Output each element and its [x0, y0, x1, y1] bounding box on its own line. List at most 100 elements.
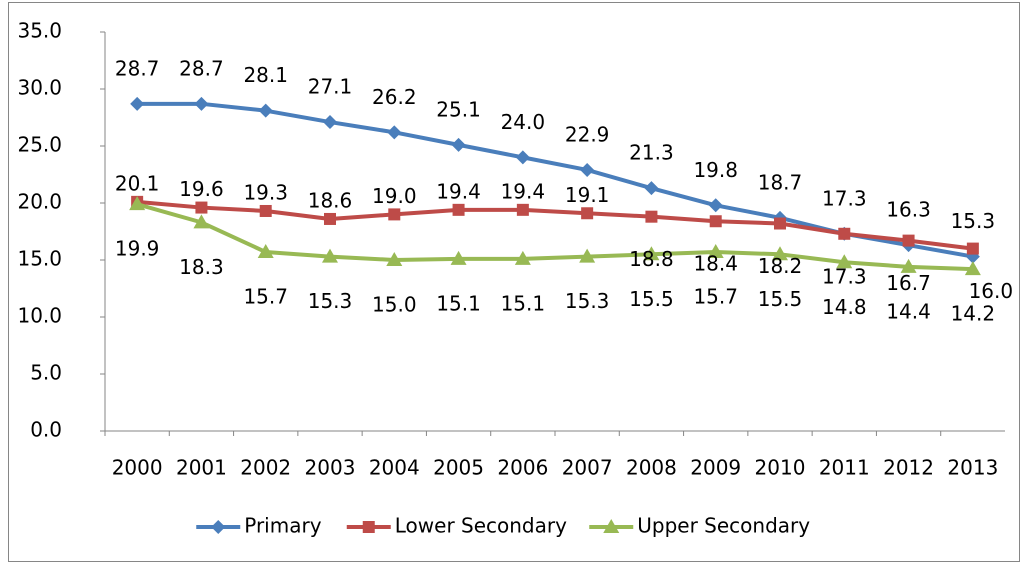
data-label: 19.6 — [179, 177, 224, 201]
series-line — [136, 199, 974, 251]
data-point — [645, 210, 658, 223]
y-tick-label: 10.0 — [17, 304, 62, 328]
data-point — [386, 252, 403, 266]
x-tick-label: 2003 — [305, 456, 356, 480]
y-tick-label: 0.0 — [30, 418, 62, 442]
data-label: 18.3 — [179, 255, 224, 279]
data-point — [966, 242, 979, 255]
x-tick-label: 2007 — [562, 456, 613, 480]
data-label: 18.4 — [693, 252, 738, 276]
x-tick-label: 2013 — [947, 456, 998, 480]
y-tick-label: 25.0 — [17, 133, 62, 157]
x-tick-label: 2008 — [626, 456, 677, 480]
data-label: 18.2 — [758, 254, 803, 278]
data-label: 15.5 — [758, 287, 803, 311]
data-point — [129, 196, 146, 211]
data-point — [838, 227, 851, 240]
data-point — [322, 248, 338, 263]
data-label: 26.2 — [372, 85, 417, 109]
data-label: 19.0 — [372, 184, 417, 208]
y-tick-label: 35.0 — [17, 19, 62, 43]
data-point — [643, 246, 660, 261]
x-tick-label: 2010 — [755, 456, 806, 480]
data-point — [258, 103, 273, 118]
data-label: 16.3 — [886, 198, 931, 222]
data-label: 19.1 — [565, 183, 610, 207]
legend-label: Primary — [244, 514, 321, 538]
data-label: 27.1 — [308, 75, 353, 99]
x-tick-label: 2009 — [690, 456, 741, 480]
data-point — [836, 254, 853, 269]
y-tick-label: 15.0 — [17, 247, 62, 271]
data-label: 17.3 — [822, 186, 867, 210]
data-point — [193, 214, 210, 229]
data-label: 15.7 — [243, 285, 288, 309]
data-label: 28.7 — [179, 56, 224, 80]
data-label: 17.3 — [822, 264, 867, 288]
data-label: 28.1 — [243, 63, 288, 87]
data-point — [708, 198, 723, 213]
data-label: 24.0 — [501, 110, 546, 134]
data-point — [516, 203, 529, 216]
data-point — [772, 246, 788, 261]
data-point — [452, 203, 465, 216]
data-point — [451, 137, 466, 152]
x-tick-label: 2002 — [240, 456, 291, 480]
data-label: 15.1 — [501, 291, 546, 315]
data-point — [579, 248, 596, 263]
data-point — [964, 261, 981, 276]
chart-border — [8, 2, 1020, 562]
y-tick-label: 20.0 — [17, 190, 62, 214]
data-point — [130, 96, 145, 111]
data-point — [902, 234, 915, 247]
x-tick-label: 2000 — [112, 456, 163, 480]
data-point — [774, 217, 786, 230]
data-label: 18.7 — [758, 170, 803, 194]
data-label: 19.4 — [436, 179, 481, 203]
data-label: 25.1 — [436, 97, 481, 121]
data-label: 14.4 — [886, 299, 931, 323]
data-label: 28.7 — [115, 56, 160, 80]
y-tick-label: 5.0 — [30, 361, 62, 385]
data-label: 18.8 — [629, 247, 674, 271]
data-label: 18.6 — [308, 188, 353, 212]
data-label: 16.0 — [969, 279, 1014, 303]
data-point — [388, 208, 401, 221]
data-label: 21.3 — [629, 141, 674, 165]
data-label: 15.5 — [629, 287, 674, 311]
x-tick-label: 2005 — [433, 456, 484, 480]
x-tick-label: 2011 — [819, 456, 870, 480]
data-point — [195, 201, 208, 214]
legend-marker — [603, 519, 620, 533]
y-tick-label: 30.0 — [17, 76, 62, 100]
legend-marker — [211, 520, 226, 534]
data-label: 15.3 — [565, 289, 610, 313]
data-point — [515, 150, 530, 165]
x-tick-label: 2001 — [176, 456, 227, 480]
data-label: 15.0 — [372, 293, 417, 317]
data-point — [707, 244, 724, 259]
data-point — [324, 212, 336, 225]
data-label: 19.4 — [501, 179, 546, 203]
data-label: 20.1 — [115, 171, 160, 195]
data-point — [709, 215, 722, 228]
data-label: 15.3 — [308, 289, 353, 313]
legend-marker — [362, 521, 375, 533]
data-label: 15.3 — [951, 209, 996, 233]
data-point — [644, 181, 659, 196]
data-point — [581, 207, 594, 220]
series-line — [136, 202, 973, 272]
data-point — [323, 115, 337, 130]
data-label: 14.2 — [951, 302, 996, 326]
data-point — [514, 250, 531, 265]
legend-label: Upper Secondary — [637, 514, 810, 538]
data-point — [580, 162, 595, 177]
data-label: 15.7 — [693, 285, 738, 309]
data-point — [257, 244, 274, 259]
data-point — [387, 125, 402, 140]
data-label: 14.8 — [822, 295, 867, 319]
x-tick-label: 2012 — [883, 456, 934, 480]
data-point — [259, 204, 272, 217]
x-tick-label: 2004 — [369, 456, 420, 480]
